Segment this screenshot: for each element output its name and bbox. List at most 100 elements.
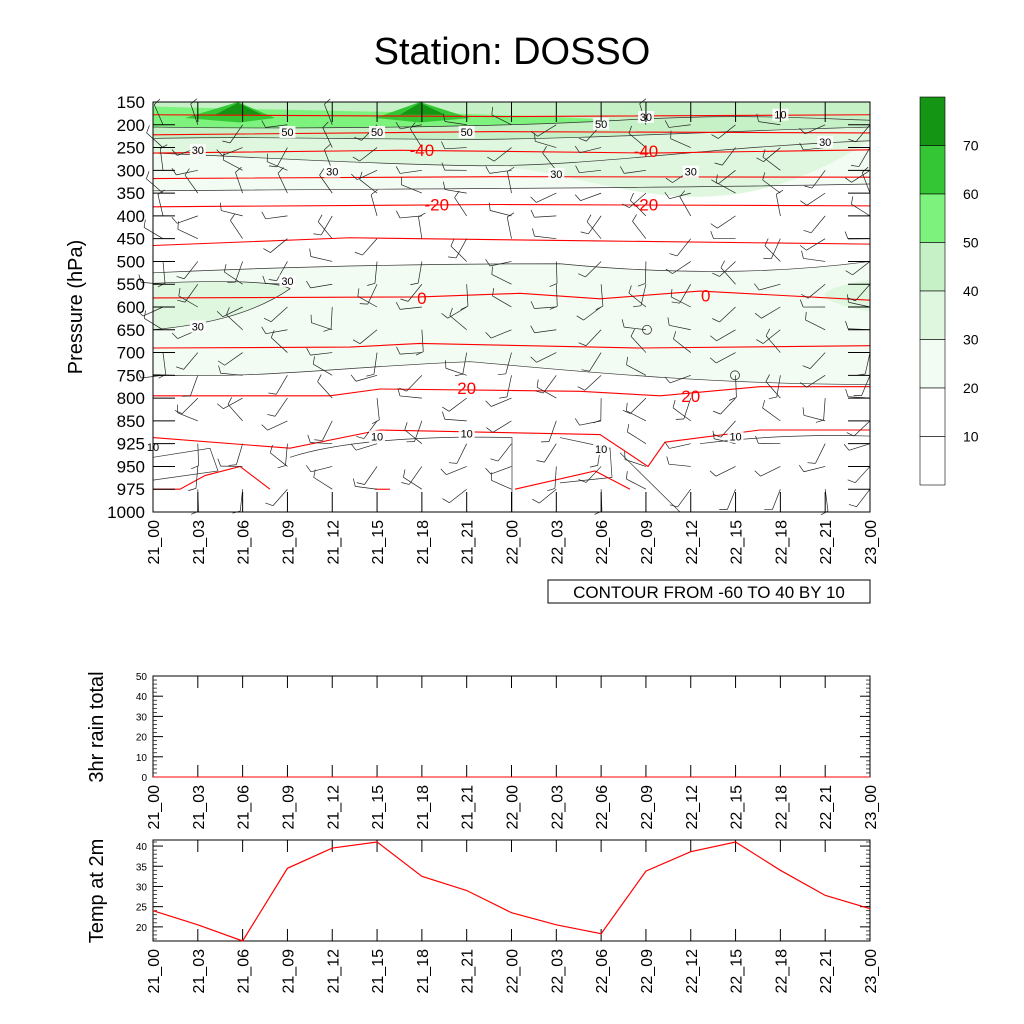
time-axis-upper-tick-label: 21_18	[415, 520, 432, 565]
wind-barb	[354, 238, 378, 256]
isotherm-contour-label: -40	[410, 141, 435, 160]
colorbar-label: 30	[963, 332, 979, 348]
wind-barb	[410, 122, 423, 148]
time-axis-upper-tick-label: 22_00	[505, 520, 522, 565]
wind-barb	[755, 435, 781, 445]
pressure-tick-label: 550	[117, 275, 145, 294]
pressure-tick-label: 150	[117, 93, 145, 112]
contour-info-box	[547, 579, 871, 604]
humidity-line-10-right	[619, 452, 681, 513]
wind-barb	[442, 411, 467, 422]
wind-barb	[227, 397, 243, 422]
wind-barb	[754, 283, 781, 291]
wind-barb	[664, 120, 691, 128]
time-axis-upper-tick-label: 21_21	[460, 520, 477, 565]
wind-barb	[595, 284, 604, 310]
svg-text:30: 30	[550, 169, 562, 181]
humidity-contour-label: 30	[817, 136, 834, 149]
wind-barb	[277, 443, 288, 469]
wind-barb	[506, 212, 515, 239]
wind-barb	[216, 306, 243, 318]
wind-barb	[182, 375, 199, 397]
time-axis-tick-label: 22_06	[594, 785, 611, 830]
wind-barb	[626, 402, 647, 422]
humidity-line-10-center	[559, 437, 613, 484]
humidity-contour-label: 30	[189, 320, 206, 334]
svg-text:30: 30	[685, 167, 697, 179]
wind-barb	[323, 306, 333, 332]
wind-barb	[216, 397, 243, 410]
colorbar-label: 50	[963, 235, 979, 251]
pressure-tick-label: 200	[117, 116, 145, 135]
wind-barb	[396, 302, 422, 310]
isotherm-line-40-right	[514, 470, 631, 490]
humidity-contour-label: 10	[727, 430, 744, 444]
wind-barb	[799, 124, 826, 135]
svg-text:50: 50	[371, 127, 383, 139]
time-axis-tick-label: 22_00	[505, 949, 522, 994]
isotherm-contour-label: 0	[701, 287, 710, 306]
wind-barb	[667, 317, 691, 331]
wind-barb	[593, 398, 602, 424]
wind-barb	[401, 176, 423, 194]
svg-text:50: 50	[595, 119, 607, 131]
wind-barb	[764, 489, 781, 511]
wind-barb	[177, 221, 198, 239]
wind-barb	[535, 375, 557, 394]
wind-barb	[622, 192, 647, 208]
wind-barb	[219, 202, 243, 217]
wind-barb	[756, 329, 781, 344]
time-axis-upper-tick-label: 21_00	[146, 520, 163, 565]
wind-barb	[805, 311, 826, 331]
humidity-closed-contour-b	[730, 370, 740, 381]
pressure-axis-label: Pressure (hPa)	[65, 240, 87, 375]
time-axis-tick-label: 21_06	[236, 949, 253, 994]
wind-barb	[798, 465, 826, 473]
pressure-tick-label: 350	[117, 184, 145, 203]
isotherm-contour-label: -40	[634, 142, 659, 161]
wind-barb	[576, 306, 602, 321]
wind-barb	[263, 306, 288, 323]
y-tick-label: 40	[136, 842, 148, 853]
time-axis-tick-label: 21_15	[370, 949, 387, 994]
time-axis-tick-label: 22_21	[818, 785, 835, 830]
wind-barb	[312, 356, 333, 376]
temperature-frame	[152, 839, 871, 942]
y-tick-label: 20	[136, 733, 148, 744]
humidity-contour-label: 30	[279, 274, 296, 288]
wind-barb	[305, 465, 333, 473]
wind-barb	[712, 306, 736, 323]
wind-barb	[675, 398, 692, 420]
isotherm-line-10	[152, 342, 871, 349]
wind-barb	[442, 397, 467, 412]
fill-band-middle-20	[153, 261, 870, 385]
wind-barb	[803, 215, 826, 234]
wind-barb	[441, 141, 467, 150]
wind-barb	[532, 488, 557, 504]
svg-text:30: 30	[281, 276, 293, 288]
svg-text:10: 10	[595, 444, 607, 456]
wind-barb	[401, 466, 423, 485]
wind-barb	[713, 420, 736, 438]
wind-barb	[314, 420, 333, 441]
time-axis-upper-tick-label: 22_09	[639, 520, 656, 565]
wind-barb	[418, 212, 426, 239]
svg-text:30: 30	[819, 137, 831, 149]
colorbar-segment	[919, 387, 946, 437]
wind-barb	[350, 374, 378, 382]
wind-barb	[574, 418, 602, 426]
wind-barb	[710, 329, 736, 342]
time-axis-tick-label: 22_15	[729, 785, 746, 830]
wind-barb	[491, 106, 512, 126]
wind-barb	[844, 170, 871, 183]
wind-barb	[710, 215, 736, 229]
wind-barb	[709, 352, 736, 364]
time-axis-upper: 21_00 21_03 21_06 21_09 21_12 21_15 21_18 21_21…	[146, 102, 880, 565]
wind-barb	[350, 443, 378, 451]
wind-barb	[540, 420, 557, 443]
humidity-contour-label: 30	[324, 165, 341, 179]
isotherm-line-minus10	[152, 237, 871, 247]
